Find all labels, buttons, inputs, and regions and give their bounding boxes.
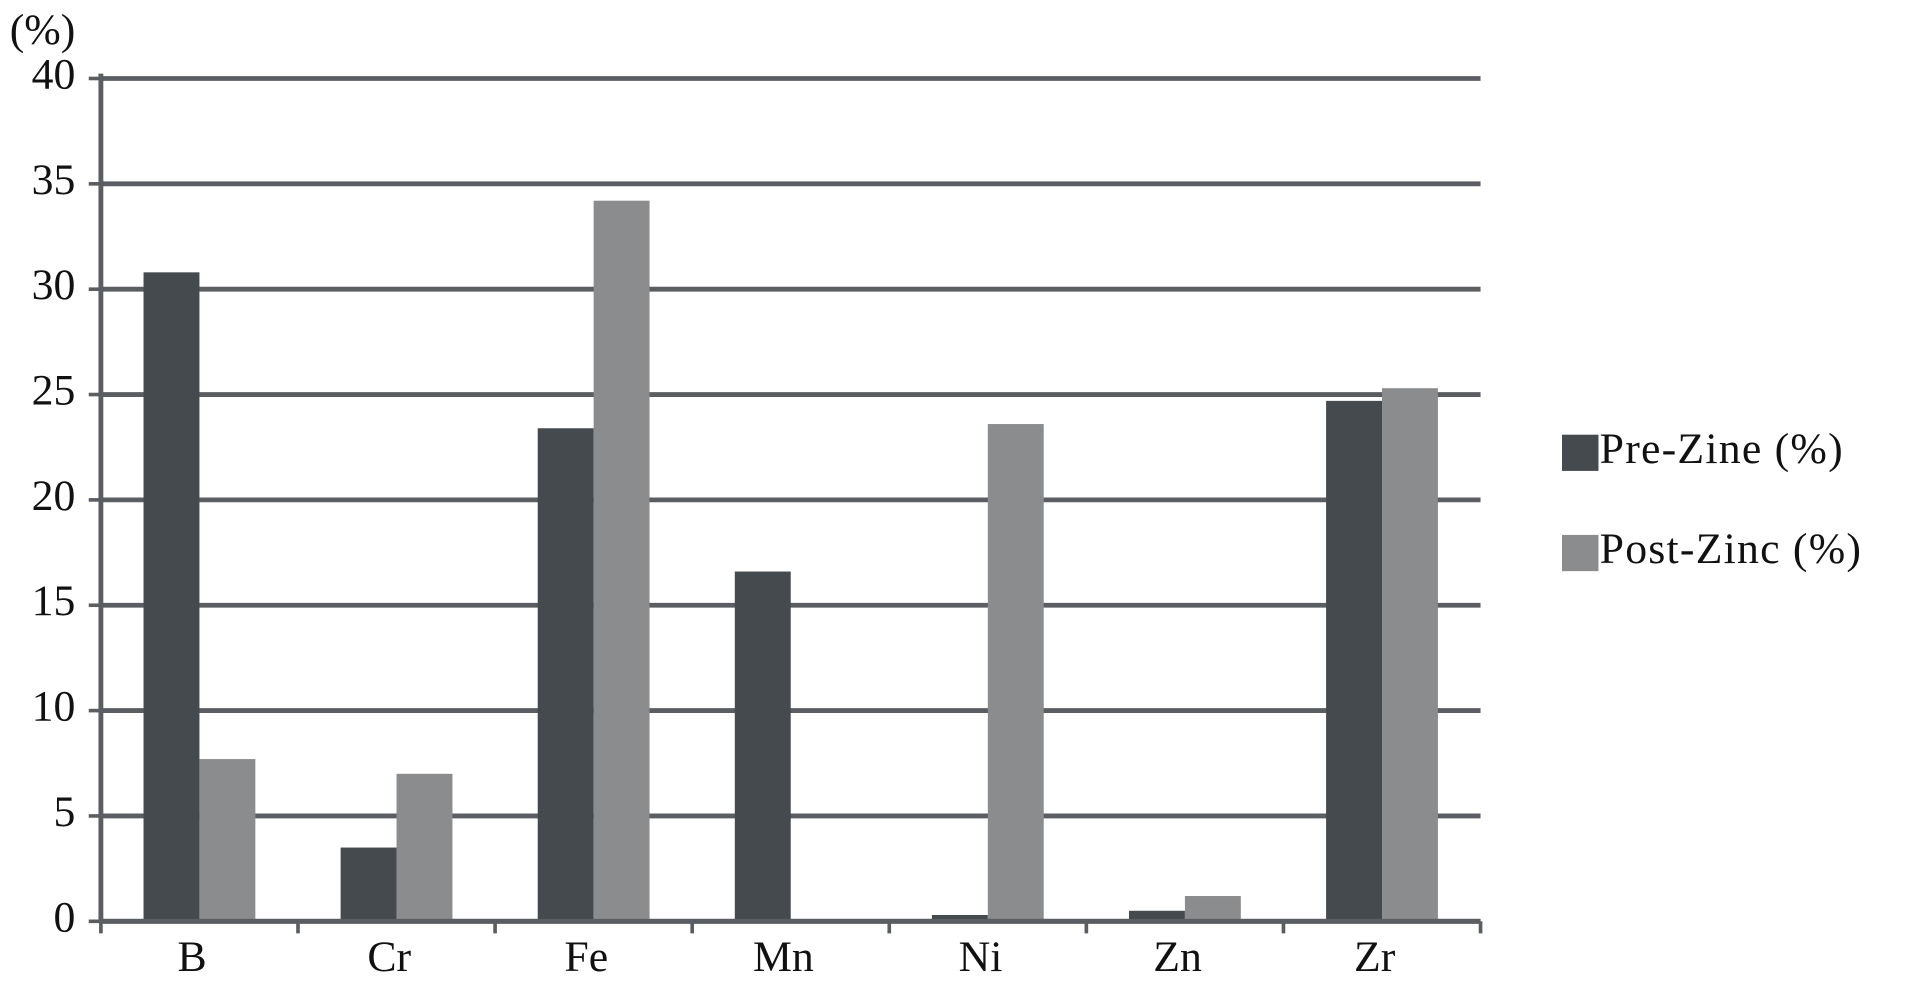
x-tick-label: Zn — [1153, 933, 1202, 981]
legend-label: Pre-Zine (%) — [1600, 425, 1844, 473]
x-tick-label: Fe — [564, 933, 608, 981]
y-tick-label: 35 — [32, 156, 76, 204]
x-tick-label: Zr — [1354, 933, 1396, 981]
y-tick-label: 30 — [32, 261, 76, 309]
y-tick-label: 40 — [32, 51, 76, 99]
legend-swatch — [1561, 434, 1599, 471]
bar — [931, 914, 988, 922]
bar — [1326, 400, 1383, 922]
y-tick-label: 5 — [53, 788, 75, 836]
legend-label: Post-Zinc (%) — [1600, 525, 1862, 573]
bar — [143, 272, 200, 922]
bar — [396, 773, 453, 922]
y-tick-label: 10 — [32, 683, 76, 731]
bar — [734, 571, 791, 922]
y-axis-label: (%) — [10, 6, 76, 54]
x-tick-label: Ni — [959, 933, 1003, 981]
bar — [987, 424, 1044, 922]
y-tick-label: 20 — [32, 472, 76, 520]
bar — [593, 200, 650, 922]
y-tick-label: 15 — [32, 577, 76, 625]
bar — [340, 847, 397, 922]
x-tick-label: Cr — [367, 933, 411, 981]
bar — [1382, 388, 1438, 922]
legend-swatch — [1561, 534, 1599, 572]
x-tick-label: Mn — [753, 933, 814, 981]
x-tick-label: B — [178, 933, 207, 981]
bar — [1128, 910, 1185, 922]
bar — [199, 759, 256, 922]
bar — [537, 428, 594, 922]
bar — [1184, 896, 1241, 922]
y-tick-label: 25 — [32, 367, 76, 415]
y-tick-label: 0 — [53, 893, 75, 941]
